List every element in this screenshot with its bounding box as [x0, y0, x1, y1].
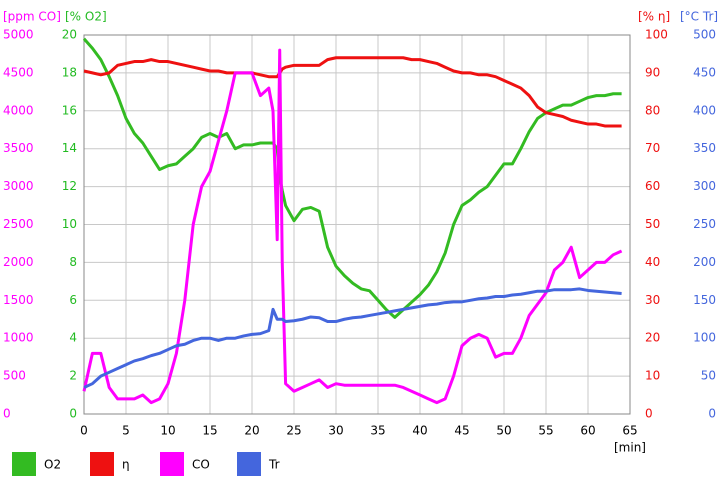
legend-swatch [12, 452, 36, 476]
y-tick-label: 4000 [3, 103, 34, 117]
series-line [83, 287, 622, 389]
y-tick-label: 0 [69, 407, 77, 421]
x-tick-label: 15 [202, 424, 217, 438]
x-tick-label: 40 [412, 424, 427, 438]
x-tick-label: 20 [244, 424, 259, 438]
y-tick-label: 1000 [3, 331, 34, 345]
y-tick-label: 50 [701, 369, 716, 383]
x-tick-label: 35 [370, 424, 385, 438]
y-tick-label: 5000 [3, 28, 34, 42]
y-tick-label: 40 [645, 255, 660, 269]
y-tick-label: 80 [645, 103, 660, 117]
y-tick-label: 150 [693, 293, 716, 307]
x-tick-label: 55 [538, 424, 553, 438]
y-tick-label: 30 [645, 293, 660, 307]
y-tick-label: 18 [62, 65, 77, 79]
x-tick-label: 10 [160, 424, 175, 438]
y-tick-label: 70 [645, 141, 660, 155]
y-tick-label: 100 [645, 28, 668, 42]
y-tick-label: 60 [645, 179, 660, 193]
y-tick-label: 4500 [3, 65, 34, 79]
y-tick-label: 10 [645, 369, 660, 383]
y-tick-label: 50 [645, 217, 660, 231]
y-axis-label: [% O2] [65, 10, 107, 24]
series-line [82, 37, 622, 319]
y-tick-label: 200 [693, 255, 716, 269]
x-tick-label: 45 [454, 424, 469, 438]
x-tick-label: 5 [122, 424, 130, 438]
y-tick-label: 20 [62, 28, 77, 42]
y-tick-label: 12 [62, 179, 77, 193]
plot-border [83, 34, 631, 415]
y-tick-label: 20 [645, 331, 660, 345]
x-tick-label: 65 [622, 424, 637, 438]
legend-swatch [90, 452, 114, 476]
x-tick-label: 60 [580, 424, 595, 438]
legend-label: Tr [268, 458, 280, 472]
y-axis-label: [ppm CO] [3, 10, 61, 24]
legend-swatch [237, 452, 261, 476]
legend-label: η [122, 458, 130, 472]
y-tick-label: 500 [693, 28, 716, 42]
y-tick-label: 4 [69, 331, 77, 345]
y-tick-label: 0 [3, 407, 11, 421]
y-tick-label: 0 [645, 407, 653, 421]
series-line [83, 56, 622, 128]
y-tick-label: 250 [693, 217, 716, 231]
x-axis-label: [min] [614, 441, 646, 455]
y-tick-label: 2500 [3, 217, 34, 231]
y-tick-label: 8 [69, 255, 77, 269]
y-tick-label: 6 [69, 293, 77, 307]
y-tick-label: 100 [693, 331, 716, 345]
y-tick-label: 1500 [3, 293, 34, 307]
legend-label: O2 [44, 458, 61, 472]
y-tick-label: 3500 [3, 141, 34, 155]
y-tick-label: 500 [3, 369, 26, 383]
y-tick-label: 300 [693, 179, 716, 193]
y-tick-label: 0 [708, 407, 716, 421]
y-tick-label: 350 [693, 141, 716, 155]
y-tick-label: 3000 [3, 179, 34, 193]
legend-swatch [160, 452, 184, 476]
y-tick-label: 2 [69, 369, 77, 383]
y-tick-label: 14 [62, 141, 77, 155]
y-axis-label: [°C Tr] [680, 10, 718, 24]
x-tick-label: 25 [286, 424, 301, 438]
y-axis-label: [% η] [638, 10, 670, 24]
y-tick-label: 90 [645, 65, 660, 79]
legend-label: CO [192, 458, 210, 472]
y-tick-label: 10 [62, 217, 77, 231]
x-tick-label: 30 [328, 424, 343, 438]
x-tick-label: 0 [80, 424, 88, 438]
y-tick-label: 450 [693, 65, 716, 79]
y-tick-label: 400 [693, 103, 716, 117]
x-tick-label: 50 [496, 424, 511, 438]
y-tick-label: 2000 [3, 255, 34, 269]
y-tick-label: 16 [62, 103, 77, 117]
